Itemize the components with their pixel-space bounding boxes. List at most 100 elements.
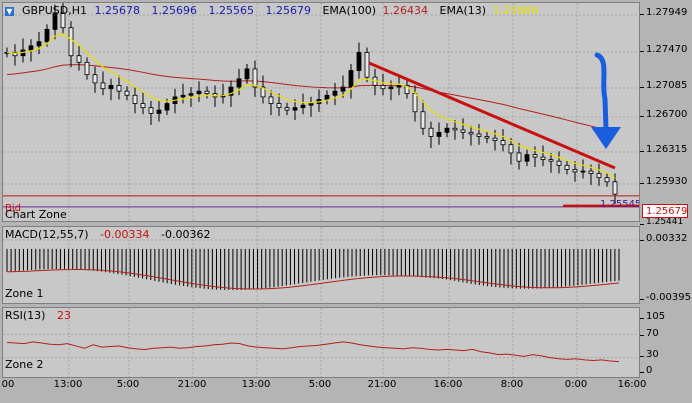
- candle-body: [516, 152, 522, 162]
- ema100-value: 1.26434: [382, 4, 429, 17]
- candle-body: [52, 12, 58, 30]
- rsi-tick: 0: [639, 365, 653, 376]
- candle-body: [428, 127, 434, 137]
- annotation-arrow-icon: [594, 52, 609, 132]
- candle-body: [340, 86, 346, 92]
- candle-body: [284, 107, 290, 111]
- candle-body: [460, 129, 466, 133]
- candle-body: [36, 41, 42, 47]
- price-tick: 1.27949: [639, 7, 688, 18]
- candle-body: [180, 94, 186, 98]
- time-tick: 13:00: [241, 379, 271, 390]
- level-label: 1.25545: [600, 199, 640, 210]
- candle-body: [468, 131, 474, 135]
- candle-body: [444, 127, 450, 133]
- time-tick: 13:00: [53, 379, 83, 390]
- candle-body: [164, 103, 170, 111]
- annotation-arrowhead-icon: [591, 127, 621, 149]
- candle-body: [300, 104, 306, 109]
- macd-pane[interactable]: MACD(12,55,7) -0.00334 -0.00362 Zone 1: [2, 226, 640, 304]
- time-tick: 8:00: [500, 379, 524, 390]
- candle-body: [588, 170, 594, 174]
- downtrend-line: [368, 61, 616, 170]
- main-chart-pane[interactable]: ▼ GBPUSD,H1 1.25678 1.25696 1.25565 1.256…: [2, 2, 640, 222]
- candle-body: [380, 84, 386, 90]
- candle-body: [388, 86, 394, 90]
- ema13-value: 1.25886: [492, 4, 539, 17]
- candle-body: [252, 68, 258, 88]
- ema100-line: [6, 64, 616, 134]
- candle-body: [500, 140, 506, 146]
- rsi-axis: 105 70 30 0: [639, 307, 692, 378]
- time-axis[interactable]: 00 13:00 5:00 21:00 13:00 5:00 21:00 16:…: [0, 379, 647, 401]
- candle-body: [508, 144, 514, 154]
- candle-body: [356, 52, 362, 71]
- ema13-label: EMA(13): [439, 4, 487, 17]
- candle-body: [348, 70, 354, 88]
- candle-body: [548, 159, 554, 162]
- rsi-pane[interactable]: RSI(13) 23 Zone 2: [2, 307, 640, 378]
- candle-body: [100, 82, 106, 90]
- rsi-line: [6, 341, 620, 363]
- chart-menu-arrow-icon[interactable]: ▼: [5, 7, 14, 16]
- macd-label: MACD(12,55,7): [5, 228, 89, 241]
- candle-body: [572, 169, 578, 173]
- macd-axis: 0.00332 -0.00395: [639, 226, 692, 304]
- ema100-label: EMA(100): [322, 4, 377, 17]
- time-tick: 16:00: [617, 379, 647, 390]
- candle-body: [452, 127, 458, 131]
- rsi-header: RSI(13) 23: [5, 309, 79, 322]
- macd-chart[interactable]: [3, 227, 640, 304]
- time-tick: 5:00: [116, 379, 140, 390]
- candle-body: [44, 28, 50, 43]
- macd-signal-line: [6, 269, 620, 290]
- bid-label: Bid: [5, 203, 21, 214]
- price-tick: 1.27085: [639, 80, 688, 91]
- candle-body: [412, 93, 418, 113]
- high-value: 1.25696: [151, 4, 197, 17]
- rsi-tick: 70: [640, 328, 659, 339]
- time-tick: 16:00: [433, 379, 463, 390]
- rsi-chart[interactable]: [3, 308, 640, 378]
- time-tick: 0:00: [564, 379, 588, 390]
- close-value: 1.25679: [265, 4, 311, 17]
- candle-body: [596, 173, 602, 179]
- zone1-label: Zone 1: [5, 287, 44, 300]
- main-chart-header: ▼ GBPUSD,H1 1.25678 1.25696 1.25565 1.256…: [5, 4, 546, 17]
- candle-body: [268, 96, 274, 104]
- candle-body: [396, 84, 402, 88]
- candle-body: [484, 136, 490, 139]
- candle-body: [532, 154, 538, 158]
- rsi-tick: 105: [639, 311, 666, 322]
- candle-body: [148, 107, 154, 114]
- rsi-tick: 30: [640, 349, 659, 360]
- candle-body: [476, 133, 482, 137]
- candle-body: [108, 84, 114, 90]
- rsi-label: RSI(13): [5, 309, 46, 322]
- macd-tick: -0.00395: [640, 292, 691, 303]
- macd-value-2: -0.00362: [161, 228, 211, 241]
- price-axis[interactable]: 1.27949 1.27470 1.27085 1.26700 1.26315 …: [639, 2, 692, 227]
- price-tick: 1.25930: [639, 176, 688, 187]
- time-tick: 21:00: [367, 379, 397, 390]
- candle-body: [420, 111, 426, 129]
- candle-body: [204, 90, 210, 95]
- time-tick: 00: [1, 379, 15, 390]
- candle-body: [556, 160, 562, 166]
- candle-body: [28, 45, 34, 51]
- candle-body: [292, 107, 298, 111]
- price-tick: 1.26315: [639, 144, 688, 155]
- zone2-label: Zone 2: [5, 358, 44, 371]
- price-chart[interactable]: [3, 3, 640, 222]
- candle-body: [324, 94, 330, 100]
- candle-body: [604, 177, 610, 183]
- candle-body: [332, 90, 338, 96]
- rsi-value: 23: [56, 309, 71, 322]
- candle-body: [308, 103, 314, 106]
- candle-body: [540, 156, 546, 160]
- candle-body: [228, 86, 234, 96]
- candle-body: [580, 170, 586, 173]
- candle-body: [92, 74, 98, 84]
- candle-body: [60, 12, 66, 29]
- macd-header: MACD(12,55,7) -0.00334 -0.00362: [5, 228, 218, 241]
